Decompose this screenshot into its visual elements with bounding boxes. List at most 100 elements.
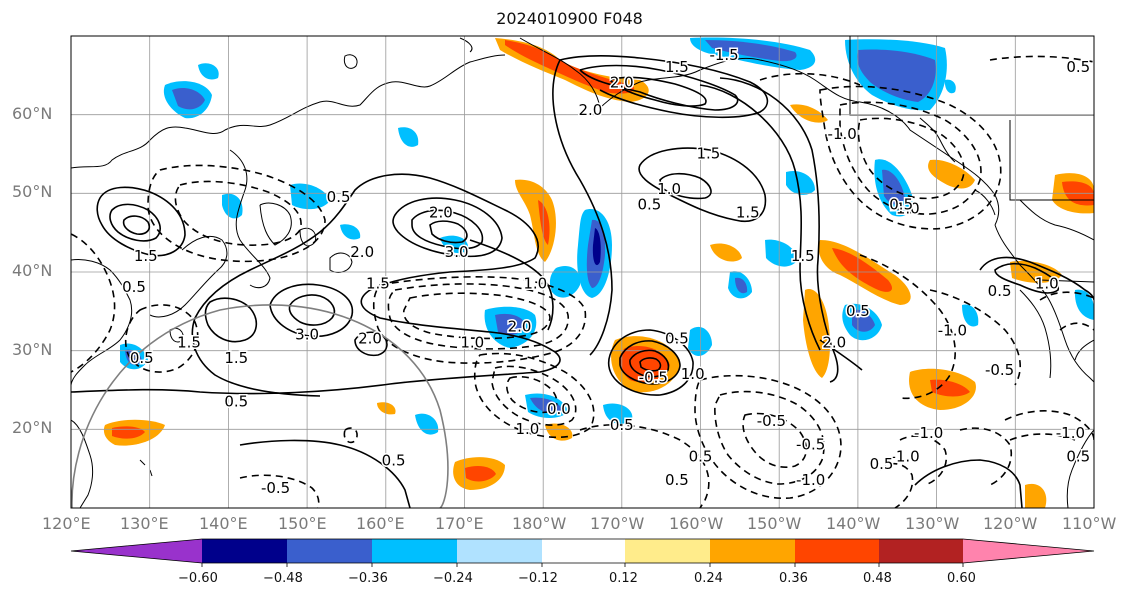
contour-label: 2.0 <box>429 204 453 222</box>
lon-label: 150°E <box>278 514 327 533</box>
lat-label: 30°N <box>12 340 53 359</box>
map-frame <box>70 35 1095 509</box>
contour-label: 0.5 <box>637 196 661 214</box>
contour-label: 0.5 <box>122 278 146 296</box>
map-title: 2024010900 F048 <box>496 9 643 28</box>
contour-label: 1.5 <box>736 204 760 222</box>
colorbar-segment <box>287 539 372 563</box>
contour-label: -1.0 <box>796 471 825 489</box>
negative-contours <box>71 55 1094 508</box>
contour-label: 3.0 <box>445 243 469 261</box>
contour-label: -0.5 <box>261 479 290 497</box>
colorbar-segment <box>372 539 457 563</box>
contour-label: -0.5 <box>757 412 786 430</box>
contour-label: -1.0 <box>890 200 919 218</box>
lon-label: 120°E <box>42 514 91 533</box>
contour-label: 1.5 <box>665 58 689 76</box>
colorbar-tick-label: 0.12 <box>609 571 638 586</box>
contour-label: 1.5 <box>177 333 201 351</box>
colorbar-segment <box>542 539 625 563</box>
colorbar-segment <box>625 539 710 563</box>
contour-label: -1.0 <box>828 125 857 143</box>
contour-label: 0.5 <box>1066 447 1090 465</box>
lon-label: 110°W <box>1062 514 1117 533</box>
contour-label: 0.5 <box>382 451 406 469</box>
lon-label: 140°W <box>826 514 881 533</box>
colorbar-tick-label: 0.48 <box>863 571 892 586</box>
lon-label: 120°W <box>983 514 1038 533</box>
lat-label: 20°N <box>12 418 53 437</box>
contour-label: 2.0 <box>508 318 532 336</box>
positive-contours <box>71 55 1094 508</box>
contour-label: 0.5 <box>689 447 713 465</box>
contour-label: -1.5 <box>709 46 738 64</box>
colorbar-segment <box>710 539 795 563</box>
contour-label: -1.0 <box>938 322 967 340</box>
contour-label: 1.0 <box>1035 274 1059 292</box>
colorbar-tick-label: 0.24 <box>694 571 723 586</box>
lon-label: 160°W <box>669 514 724 533</box>
coastlines <box>71 36 1094 508</box>
lon-label: 180°W <box>512 514 567 533</box>
contour-label: 1.5 <box>791 247 815 265</box>
contour-label: 2.0 <box>350 243 374 261</box>
contour-label: -0.5 <box>796 436 825 454</box>
colorbar-tick-label: −0.60 <box>178 571 218 586</box>
lon-label: 150°W <box>747 514 802 533</box>
lon-label: 170°W <box>590 514 645 533</box>
contour-label: 1.0 <box>515 420 539 438</box>
colorbar <box>70 538 1095 567</box>
colorbar-segment <box>202 539 287 563</box>
colorbar-segment-under <box>71 539 202 563</box>
lat-label: 60°N <box>12 104 53 123</box>
colorbar-tick-label: −0.36 <box>348 571 388 586</box>
lat-label: 40°N <box>12 261 53 280</box>
contour-label: 0.5 <box>610 416 634 434</box>
contour-label: 0.5 <box>1066 58 1090 76</box>
lon-label: 130°W <box>905 514 960 533</box>
contour-label: 0.5 <box>988 282 1012 300</box>
colorbar-tick-label: −0.12 <box>518 571 558 586</box>
contour-label: 1.0 <box>523 274 547 292</box>
contour-label: 0.5 <box>889 196 913 214</box>
colorbar-segment-over <box>963 539 1094 563</box>
contour-label: 0.5 <box>665 329 689 347</box>
contour-label: -1.0 <box>914 424 943 442</box>
contour-label: 1.5 <box>224 349 248 367</box>
contour-label: 2.0 <box>358 329 382 347</box>
contour-label: 0.5 <box>327 188 351 206</box>
circle-outline <box>71 304 449 508</box>
contour-label: 2.0 <box>578 101 602 119</box>
colorbar-tick-label: 0.60 <box>947 571 976 586</box>
contour-label: 3.0 <box>295 325 319 343</box>
contour-label: -1.0 <box>1056 424 1085 442</box>
colorbar-segment <box>795 539 879 563</box>
contour-label: -0.5 <box>985 361 1014 379</box>
contour-label: 1.5 <box>696 145 720 163</box>
contour-label: -0.5 <box>639 369 668 387</box>
lon-label: 170°E <box>435 514 484 533</box>
lon-label: 130°E <box>120 514 169 533</box>
contour-label: 1.5 <box>366 274 390 292</box>
colorbar-segment <box>457 539 542 563</box>
colorbar-tick-label: −0.48 <box>263 571 303 586</box>
lon-label: 140°E <box>199 514 248 533</box>
colorbar-segment <box>879 539 963 563</box>
contour-label: 0.5 <box>870 455 894 473</box>
colorbar-tick-label: −0.24 <box>433 571 473 586</box>
contour-labels: 0.5 1.5 2.0 2.0 3.0 3.0 2.0 1.5 1.0 2.0 1.0 0.5 0.5 0… <box>121 45 1092 499</box>
contour-label: 0.5 <box>130 349 154 367</box>
contour-label: -1.0 <box>890 447 919 465</box>
contour-label: 2.0 <box>822 333 846 351</box>
contour-label: 2.0 <box>610 74 634 92</box>
contour-label: 1.5 <box>134 247 158 265</box>
contour-label: 0.5 <box>224 392 248 410</box>
lat-label: 50°N <box>12 182 53 201</box>
contour-label: 0.5 <box>846 302 870 320</box>
contour-label: 1.0 <box>681 365 705 383</box>
contour-label: 0.0 <box>547 400 571 418</box>
lon-label: 160°E <box>356 514 405 533</box>
contour-label: 1.0 <box>460 333 484 351</box>
colorbar-tick-label: 0.36 <box>779 571 808 586</box>
